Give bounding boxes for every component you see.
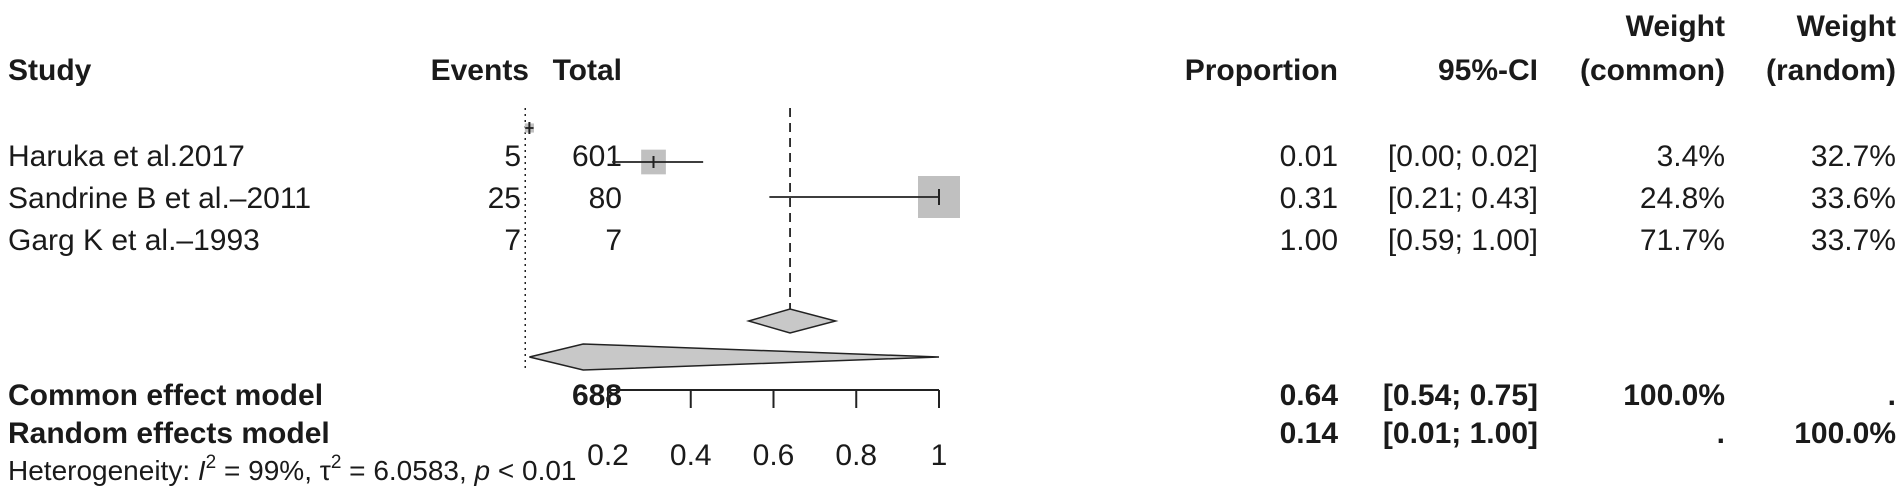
pooled-ci: [0.01; 1.00] (1383, 417, 1538, 450)
het-tau2-exp: 2 (331, 452, 342, 473)
study-weight-random: 33.7% (1811, 224, 1896, 257)
study-proportion: 0.31 (1280, 182, 1338, 215)
header: Study Events Total Proportion 95%-CI Wei… (8, 10, 1896, 87)
study-weight-random: 32.7% (1811, 140, 1896, 173)
study-proportion: 1.00 (1280, 224, 1338, 257)
pooled-label: Random effects model (8, 417, 330, 450)
study-ci: [0.59; 1.00] (1388, 224, 1538, 257)
header-weight-common-1: Weight (1626, 10, 1725, 43)
study-name: Haruka et al.2017 (8, 140, 245, 173)
header-ci: 95%-CI (1438, 54, 1538, 87)
pooled-row-random: Random effects model 0.14 [0.01; 1.00] .… (8, 417, 1896, 450)
study-events: 7 (504, 224, 521, 257)
het-tau2-symbol: τ (320, 455, 331, 486)
random-effects-diamond (529, 343, 940, 371)
pooled-proportion: 0.64 (1280, 379, 1339, 412)
het-p-symbol: p (474, 455, 491, 486)
pooled-weight-random: . (1888, 379, 1896, 412)
heterogeneity-text: Heterogeneity: I2 = 99%, τ2 = 6.0583, p … (8, 452, 577, 486)
study-ci: [0.00; 0.02] (1388, 140, 1538, 173)
study-weight-common: 71.7% (1640, 224, 1725, 257)
study-weight-common: 24.8% (1640, 182, 1725, 215)
x-axis-tick-label: 1 (931, 439, 948, 472)
header-weight-common-2: (common) (1580, 54, 1725, 87)
study-events: 5 (504, 140, 521, 173)
header-weight-random-1: Weight (1797, 10, 1896, 43)
study-ci: [0.21; 0.43] (1388, 182, 1538, 215)
het-tau2-value: = 6.0583, (341, 455, 474, 486)
header-events: Events (431, 54, 529, 87)
header-proportion: Proportion (1185, 54, 1338, 87)
study-row: Haruka et al.2017 5 601 0.01 [0.00; 0.02… (8, 140, 1896, 173)
pooled-weight-random: 100.0% (1794, 417, 1896, 450)
het-prefix: Heterogeneity: (8, 455, 198, 486)
study-total: 7 (605, 224, 622, 257)
common-effect-diamond (745, 308, 839, 334)
x-axis-tick-label: 0.4 (670, 439, 712, 472)
header-study: Study (8, 54, 92, 87)
x-axis-tick-label: 0.8 (835, 439, 877, 472)
study-row: Garg K et al.–1993 7 7 1.00 [0.59; 1.00]… (8, 224, 1896, 257)
het-i2-exp: 2 (206, 452, 217, 473)
pooled-weight-common: 100.0% (1623, 379, 1725, 412)
pooled-weight-common: . (1717, 417, 1725, 450)
pooled-ci: [0.54; 0.75] (1383, 379, 1538, 412)
x-axis-tick-label: 0.6 (753, 439, 795, 472)
pooled-proportion: 0.14 (1280, 417, 1339, 450)
header-total: Total (553, 54, 622, 87)
study-weight-common: 3.4% (1657, 140, 1725, 173)
study-row: Sandrine B et al.–2011 25 80 0.31 [0.21;… (8, 182, 1896, 215)
study-weight-random: 33.6% (1811, 182, 1896, 215)
study-name: Garg K et al.–1993 (8, 224, 260, 257)
het-p-value: < 0.01 (490, 455, 576, 486)
het-i2-value: = 99%, (216, 455, 320, 486)
study-total: 601 (572, 140, 622, 173)
study-name: Sandrine B et al.–2011 (8, 182, 311, 215)
study-total: 80 (589, 182, 622, 215)
pooled-row-common: Common effect model 688 0.64 [0.54; 0.75… (8, 379, 1896, 412)
pooled-label: Common effect model (8, 379, 323, 412)
plot-area: 0.2 0.4 0.6 0.8 1 (524, 108, 960, 472)
pooled-total: 688 (572, 379, 622, 412)
study-proportion: 0.01 (1280, 140, 1338, 173)
header-weight-random-2: (random) (1766, 54, 1896, 87)
het-i2-symbol: I (198, 455, 206, 486)
x-axis-tick-label: 0.2 (587, 439, 629, 472)
study-events: 25 (488, 182, 521, 215)
